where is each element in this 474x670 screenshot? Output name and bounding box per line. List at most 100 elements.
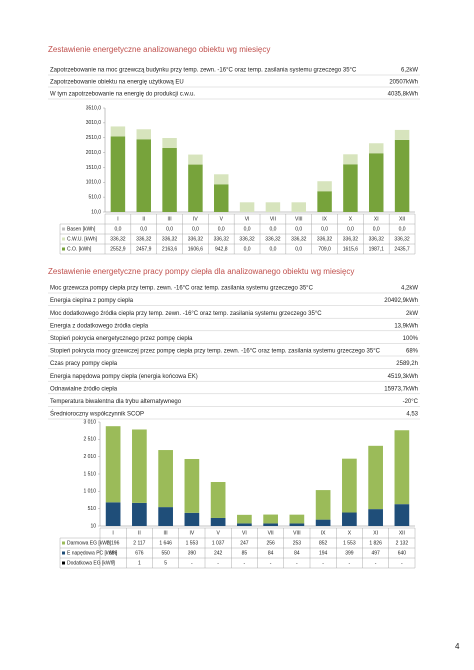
table-value: 399 xyxy=(345,550,354,556)
x-tick-label: IX xyxy=(322,216,327,222)
bar-segment xyxy=(237,523,252,526)
bar-segment xyxy=(263,523,278,526)
table-value: 1 037 xyxy=(212,540,225,546)
table-value: 1 xyxy=(138,560,141,566)
bar-segment xyxy=(132,502,147,526)
bar-segment xyxy=(162,148,177,212)
table-value: - xyxy=(191,560,193,566)
x-tick-label: III xyxy=(164,530,168,536)
table-value: 1 553 xyxy=(343,540,356,546)
row-label: Odnawialne źródło ciepła xyxy=(50,386,118,392)
table-value: 2457,9 xyxy=(136,246,152,252)
table-value: - xyxy=(270,560,272,566)
x-tick-label: XI xyxy=(374,216,379,222)
table-value: 194 xyxy=(319,550,328,556)
bar-segment xyxy=(394,129,410,140)
y-tick-label: 3 010 xyxy=(83,419,96,425)
table-value: 2435,7 xyxy=(394,246,410,252)
legend-swatch xyxy=(62,551,65,555)
table-value: 497 xyxy=(371,550,380,556)
bar-segment xyxy=(317,191,332,212)
y-tick-label: 2 510 xyxy=(83,437,96,443)
table-value: 1 646 xyxy=(159,540,172,546)
row-value: 20492,9kWh xyxy=(384,298,418,304)
legend-label: Basen [kWh] xyxy=(67,226,96,232)
table-value: 0,0 xyxy=(244,246,251,252)
y-tick-label: 3510,0 xyxy=(86,105,102,111)
table-value: 253 xyxy=(293,540,302,546)
legend-label: Dodatkowa EG [kWh] xyxy=(67,560,115,566)
x-tick-label: IV xyxy=(190,530,195,536)
table-value: 0,0 xyxy=(166,226,173,232)
bar-segment xyxy=(110,136,126,212)
table-value: 0,0 xyxy=(399,226,406,232)
bar-segment xyxy=(315,519,331,526)
table-value: 1615,6 xyxy=(343,246,359,252)
table-value: 2552,9 xyxy=(110,246,126,252)
table-value: 85 xyxy=(242,550,248,556)
bar-segment xyxy=(289,514,305,524)
row-value: 6,2kW xyxy=(401,68,418,74)
legend-label: Darmowa EG [kWh] xyxy=(67,540,112,546)
y-tick-label: 10 xyxy=(90,523,96,529)
table-value: 336,32 xyxy=(265,236,281,242)
table-value: 640 xyxy=(398,550,407,556)
table-value: 336,32 xyxy=(394,236,410,242)
bar-segment xyxy=(342,458,357,513)
bar-segment xyxy=(210,517,226,526)
table-value: 2 196 xyxy=(107,540,120,546)
x-tick-label: X xyxy=(349,216,353,222)
table-value: 2163,6 xyxy=(162,246,178,252)
bar-segment xyxy=(315,490,331,520)
y-tick-label: 2010,0 xyxy=(86,150,102,156)
table-value: 336,32 xyxy=(343,236,359,242)
legend-swatch xyxy=(62,541,65,545)
table-value: 84 xyxy=(294,550,300,556)
y-tick-label: 1 510 xyxy=(83,471,96,477)
table-value: 0,0 xyxy=(218,226,225,232)
bar-segment xyxy=(105,502,121,526)
bar-segment xyxy=(237,514,252,524)
bar-segment xyxy=(162,138,177,149)
row-value: 4,2kW xyxy=(401,286,418,292)
bar-segment xyxy=(394,504,410,526)
table-value: 0,0 xyxy=(295,226,302,232)
row-label: Moc dodatkowego źródła ciepła przy temp.… xyxy=(50,311,322,317)
x-tick-label: II xyxy=(142,216,145,222)
bar-segment xyxy=(343,154,358,165)
x-tick-label: IX xyxy=(321,530,326,536)
x-tick-label: XII xyxy=(399,216,405,222)
row-value: 20507kWh xyxy=(389,80,418,86)
bar-segment xyxy=(214,174,229,185)
section-title: Zestawienie energetyczne analizowanego o… xyxy=(48,45,270,54)
table-value: 1987,1 xyxy=(369,246,385,252)
bar-segment xyxy=(369,153,384,212)
y-tick-label: 1 010 xyxy=(83,489,96,495)
table-value: 852 xyxy=(319,540,328,546)
row-value: -20°C xyxy=(403,399,419,405)
row-value: 4519,3kWh xyxy=(388,374,418,380)
legend-swatch xyxy=(62,561,65,565)
bar-segment xyxy=(105,426,121,503)
x-tick-label: VII xyxy=(268,530,274,536)
y-tick-label: 1510,0 xyxy=(86,165,102,171)
table-value: 84 xyxy=(268,550,274,556)
legend-label: E napędowa PC [kWh] xyxy=(67,550,118,556)
legend-swatch xyxy=(62,247,65,251)
table-value: 247 xyxy=(240,540,249,546)
table-value: - xyxy=(349,560,351,566)
table-value: 0,0 xyxy=(347,226,354,232)
row-label: Moc grzewcza pompy ciepła przy temp. zew… xyxy=(50,286,314,292)
bar-segment xyxy=(136,129,151,140)
table-value: - xyxy=(296,560,298,566)
y-tick-label: 510,0 xyxy=(88,194,101,200)
table-value: 336,32 xyxy=(291,236,307,242)
x-tick-label: IV xyxy=(193,216,198,222)
bar-segment xyxy=(132,429,147,503)
bar-segment xyxy=(265,202,281,212)
row-label: Średnioroczny współczynnik SCOP xyxy=(50,410,144,418)
table-value: 0,0 xyxy=(269,226,276,232)
bar-segment xyxy=(136,139,151,212)
table-value: 676 xyxy=(135,550,144,556)
table-value: 336,32 xyxy=(317,236,333,242)
